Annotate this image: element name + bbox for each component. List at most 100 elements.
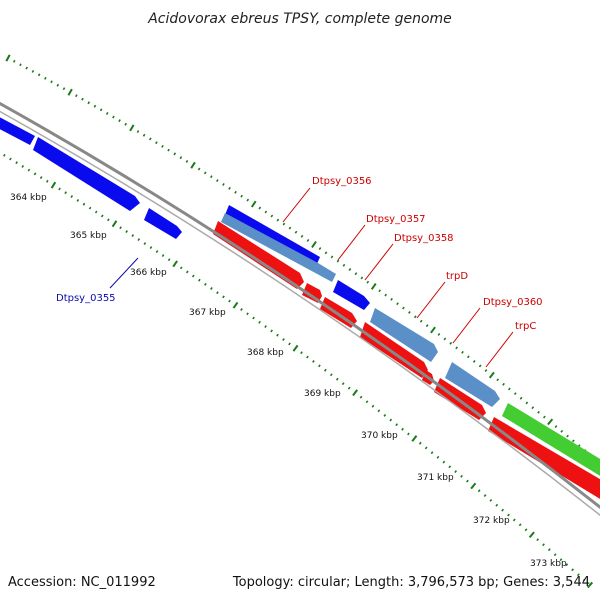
minor-tick-mark (461, 350, 464, 354)
minor-tick-mark (335, 377, 339, 381)
minor-tick-mark (210, 287, 213, 290)
minor-tick-mark (216, 291, 219, 295)
leader-line-dtpsy-0357 (337, 224, 366, 261)
tick-label: 373 kbp (530, 559, 567, 569)
minor-tick-mark (318, 247, 322, 251)
minor-tick-mark (483, 494, 487, 497)
minor-tick-mark (276, 333, 279, 337)
minor-tick-mark (81, 97, 84, 101)
minor-tick-mark (258, 206, 262, 210)
minor-tick-mark (419, 319, 423, 323)
minor-tick-mark (442, 460, 446, 464)
minor-tick-mark (3, 153, 6, 157)
minor-tick-mark (460, 474, 463, 478)
minor-tick-mark (37, 73, 41, 77)
minor-tick-mark (472, 360, 476, 363)
major-tick-mark (50, 181, 57, 189)
minor-tick-mark (131, 234, 135, 238)
minor-tick-mark (240, 308, 243, 311)
major-tick-mark (430, 326, 436, 334)
minor-tick-mark (553, 553, 557, 557)
minor-tick-mark (246, 198, 250, 202)
gene-labels: Dtpsy_0355 Dtpsy_0356 Dtpsy_0357 Dtpsy_0… (56, 176, 543, 332)
major-tick-mark (411, 435, 418, 442)
minor-tick-mark (348, 268, 352, 271)
minor-tick-mark (25, 66, 28, 70)
gene-label-dtpsy-0356: Dtpsy_0356 (312, 176, 372, 187)
major-tick-mark (190, 161, 196, 169)
major-tick-mark (547, 418, 554, 426)
minor-tick-mark (62, 87, 66, 91)
minor-tick-mark (571, 568, 574, 572)
minor-tick-mark (198, 278, 201, 282)
leader-line-trpd (416, 281, 446, 319)
minor-tick-mark (489, 498, 493, 502)
minor-tick-mark (430, 451, 434, 455)
minor-tick-mark (466, 355, 470, 359)
minor-tick-mark (300, 351, 303, 355)
minor-tick-mark (536, 538, 540, 542)
gene-label-dtpsy-0357: Dtpsy_0357 (366, 214, 426, 225)
minor-tick-mark (76, 198, 80, 202)
gene-feature-forward (144, 208, 182, 239)
minor-tick-mark (142, 133, 146, 137)
minor-tick-mark (100, 214, 104, 218)
minor-tick-mark (413, 315, 417, 319)
minor-tick-mark (294, 230, 298, 234)
gene-label-dtpsy-0355: Dtpsy_0355 (56, 293, 116, 304)
minor-tick-mark (161, 144, 164, 148)
feature-tracks (0, 101, 600, 517)
gene-label-dtpsy-0360: Dtpsy_0360 (483, 297, 543, 308)
major-tick-mark (488, 371, 495, 379)
minor-tick-mark (179, 156, 183, 160)
genome-summary-text: Topology: circular; Length: 3,796,573 bp… (232, 575, 590, 590)
major-tick-mark (172, 260, 178, 268)
minor-tick-mark (323, 368, 327, 372)
minor-tick-mark (228, 299, 231, 303)
gene-feature-dtpsy-0355 (33, 137, 140, 211)
minor-tick-mark (477, 489, 481, 493)
minor-tick-mark (454, 470, 458, 473)
minor-tick-mark (478, 364, 482, 368)
minor-tick-mark (270, 329, 273, 333)
genome-backbone-inner (0, 110, 600, 517)
minor-tick-mark (519, 396, 523, 400)
minor-tick-mark (531, 406, 535, 410)
leader-line-trpc (485, 331, 514, 368)
minor-tick-mark (383, 414, 387, 417)
minor-tick-mark (436, 455, 440, 459)
minor-tick-mark (276, 218, 280, 222)
minor-tick-mark (216, 179, 219, 183)
tick-label: 368 kbp (247, 348, 284, 358)
minor-tick-mark (204, 282, 207, 286)
minor-tick-mark (342, 263, 346, 267)
minor-tick-mark (203, 171, 207, 175)
tick-label: 372 kbp (473, 516, 510, 526)
minor-tick-mark (524, 528, 528, 532)
minor-tick-mark (408, 311, 411, 314)
minor-tick-mark (105, 112, 109, 115)
minor-tick-mark (112, 115, 115, 119)
major-tick-mark (470, 482, 477, 490)
gene-feature-dtpsy-0356 (225, 205, 320, 266)
major-tick-mark (111, 220, 118, 228)
minor-tick-mark (437, 333, 441, 336)
minor-tick-mark (559, 558, 563, 562)
tick-label: 370 kbp (361, 431, 398, 441)
minor-tick-mark (425, 324, 429, 328)
minor-tick-mark (366, 280, 370, 284)
minor-tick-mark (360, 276, 364, 280)
minor-tick-mark (70, 195, 74, 199)
minor-tick-mark (512, 518, 516, 522)
minor-tick-mark (125, 230, 128, 234)
major-tick-mark (129, 124, 135, 132)
gene-feature-dtpsy-0357 (213, 221, 304, 289)
minor-tick-mark (149, 246, 153, 250)
minor-tick-mark (148, 137, 152, 141)
minor-tick-mark (542, 543, 545, 547)
minor-tick-mark (560, 429, 564, 433)
minor-tick-mark (565, 563, 569, 567)
minor-tick-mark (502, 382, 505, 386)
minor-tick-mark (484, 369, 488, 372)
minor-tick-mark (518, 523, 522, 527)
